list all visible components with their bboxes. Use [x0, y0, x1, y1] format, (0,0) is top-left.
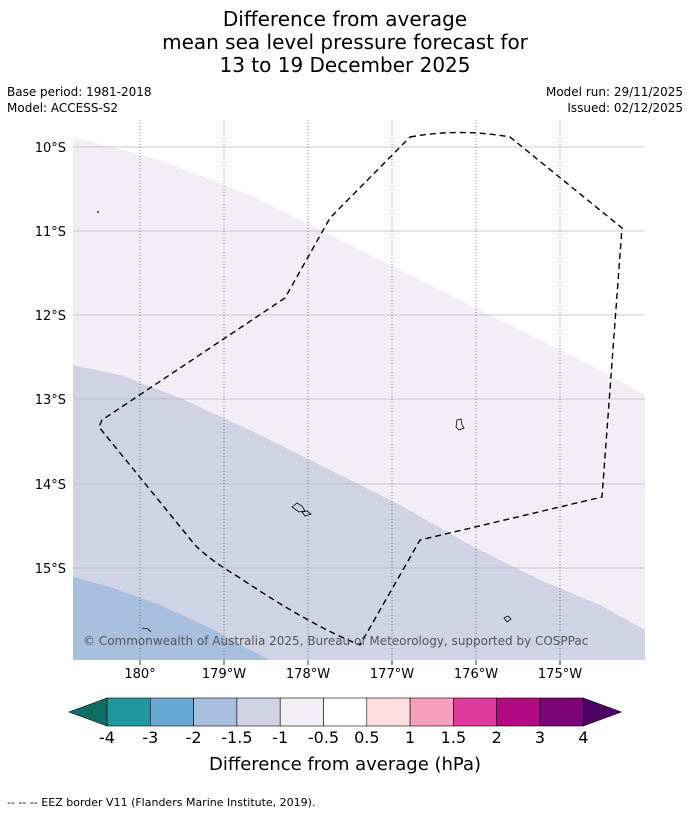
colorbar-segment [193, 697, 238, 727]
lat-label: 10°S [35, 141, 66, 156]
island-outline [503, 615, 512, 623]
lon-label: 177°W [370, 667, 414, 682]
colorbar-segment [409, 697, 454, 727]
meta-right: Model run: 29/11/2025 Issued: 02/12/2025 [546, 84, 683, 116]
colorbar: -4 -3 -2 -1.5 -1 -0.5 0.5 1 1.5 2 3 4 [68, 697, 623, 747]
colorbar-label: 1.5 [441, 728, 466, 747]
lat-label: 13°S [35, 393, 66, 408]
eez-legend: -- -- -- EEZ border V11 (Flanders Marine… [7, 796, 316, 809]
colorbar-segment [453, 697, 497, 727]
lon-label: 176°W [454, 667, 498, 682]
island-outline [291, 502, 306, 513]
lon-label: 180° [124, 667, 155, 682]
colorbar-segment [496, 697, 541, 727]
colorbar-label: 0.5 [354, 728, 379, 747]
colorbar-segment [323, 697, 368, 727]
lon-gridlines [139, 120, 561, 660]
map-area: © Commonwealth of Australia 2025, Bureau… [73, 120, 645, 660]
colorbar-segment [106, 697, 151, 727]
colorbar-title: Difference from average (hPa) [209, 754, 481, 775]
colorbar-segment [150, 697, 194, 727]
title-line-2: mean sea level pressure forecast for [162, 30, 528, 54]
lat-labels: 10°S 11°S 12°S 13°S 14°S 15°S [35, 141, 66, 577]
colorbar-extend-high [582, 697, 623, 727]
island-outline [141, 627, 152, 633]
lat-label: 11°S [35, 225, 66, 240]
colorbar-label: -3 [142, 728, 158, 747]
copyright-notice: © Commonwealth of Australia 2025, Bureau… [83, 634, 588, 648]
island-outline [97, 211, 99, 213]
colorbar-label: 3 [535, 728, 545, 747]
meta-left: Base period: 1981-2018 Model: ACCESS-S2 [7, 84, 152, 116]
lat-gridlines [73, 146, 645, 569]
colorbar-label: -1.5 [221, 728, 252, 747]
anomaly-band-lightblue [73, 577, 270, 660]
colorbar-extend-low [68, 697, 108, 727]
colorbar-label: -2 [186, 728, 202, 747]
map-title: Difference from average mean sea level p… [0, 8, 690, 77]
lat-label: 12°S [35, 309, 66, 324]
colorbar-label: -4 [99, 728, 115, 747]
colorbar-label: 1 [405, 728, 415, 747]
island-outline [301, 510, 312, 517]
title-line-1: Difference from average [222, 7, 468, 31]
lon-label: 178°W [286, 667, 330, 682]
colorbar-label: -0.5 [308, 728, 339, 747]
eez-border [98, 131, 623, 646]
model-name: Model: ACCESS-S2 [7, 101, 119, 115]
island-outline [455, 418, 465, 431]
model-run: Model run: 29/11/2025 [545, 85, 683, 99]
issued-date: Issued: 02/12/2025 [567, 101, 683, 115]
colorbar-segment [279, 697, 324, 727]
lat-label: 14°S [35, 478, 66, 493]
lon-labels: 180° 179°W 178°W 177°W 176°W 175°W [124, 660, 582, 682]
colorbar-segment [539, 697, 584, 727]
lon-label: 175°W [538, 667, 582, 682]
lon-label: 179°W [202, 667, 246, 682]
colorbar-label: -1 [272, 728, 288, 747]
title-line-3: 13 to 19 December 2025 [219, 53, 471, 77]
colorbar-label: 4 [578, 728, 588, 747]
lat-label: 15°S [35, 562, 66, 577]
anomaly-band-greyblue [73, 365, 645, 660]
colorbar-label: 2 [492, 728, 502, 747]
colorbar-segment [236, 697, 281, 727]
colorbar-segment [366, 697, 411, 727]
base-period: Base period: 1981-2018 [7, 85, 152, 99]
